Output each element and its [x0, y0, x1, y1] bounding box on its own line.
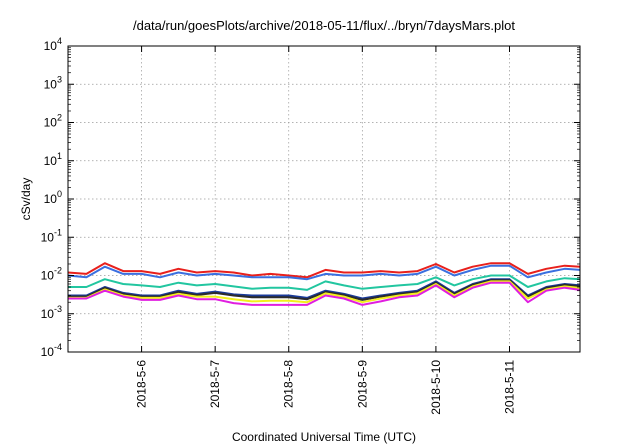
y-tick-base: 10	[41, 345, 55, 359]
y-tick-base: 10	[41, 230, 55, 244]
y-tick-exponent: 1	[57, 151, 62, 161]
y-tick-label: 103	[44, 74, 62, 91]
x-tick-label: 2018-5-10	[429, 360, 443, 415]
y-tick-exponent: 2	[57, 113, 62, 123]
y-tick-base: 10	[44, 192, 58, 206]
chart-title: /data/run/goesPlots/archive/2018-05-11/f…	[133, 18, 515, 33]
x-tick-label: 2018-5-9	[355, 360, 369, 408]
grid	[68, 46, 580, 352]
y-tick-exponent: 0	[57, 189, 62, 199]
y-tick-base: 10	[44, 154, 58, 168]
series-line-5	[68, 279, 581, 301]
y-axis-label: cSv/day	[19, 178, 33, 221]
series-line-1	[67, 262, 581, 279]
x-tick-label: 2018-5-11	[502, 360, 516, 414]
y-tick-base: 10	[44, 39, 58, 53]
y-tick-label: 10-4	[41, 342, 62, 359]
series-layer	[67, 262, 581, 306]
y-tick-label: 100	[44, 189, 62, 206]
y-tick-label: 102	[44, 113, 62, 130]
series-line-6	[68, 280, 581, 304]
y-tick-exponent: -2	[54, 266, 62, 276]
x-axis-label: Coordinated Universal Time (UTC)	[232, 430, 416, 444]
y-tick-exponent: 4	[57, 36, 62, 46]
y-tick-base: 10	[44, 116, 58, 130]
x-tick-label: 2018-5-6	[135, 360, 149, 408]
x-axis-ticks: 2018-5-6 2018-5-7 2018-5-8 2018-5-9 2018-5-1…	[135, 46, 516, 415]
y-tick-exponent: -1	[54, 227, 62, 237]
y-tick-label: 101	[44, 151, 62, 168]
y-tick-label: 10-3	[41, 304, 62, 321]
series-line-3	[68, 274, 581, 291]
y-tick-label: 10-2	[41, 266, 62, 283]
series-line-7	[68, 281, 581, 306]
x-tick-label: 2018-5-8	[282, 360, 296, 408]
y-tick-base: 10	[44, 77, 58, 91]
y-tick-label: 104	[44, 36, 62, 53]
series-line-2	[67, 264, 581, 281]
series-line-4	[68, 278, 581, 300]
y-tick-exponent: 3	[57, 74, 62, 84]
y-tick-base: 10	[41, 307, 55, 321]
y-tick-label: 10-1	[41, 227, 62, 244]
y-tick-exponent: -3	[54, 304, 62, 314]
y-tick-exponent: -4	[54, 342, 62, 352]
y-tick-base: 10	[41, 269, 55, 283]
x-tick-label: 2018-5-7	[208, 360, 222, 408]
